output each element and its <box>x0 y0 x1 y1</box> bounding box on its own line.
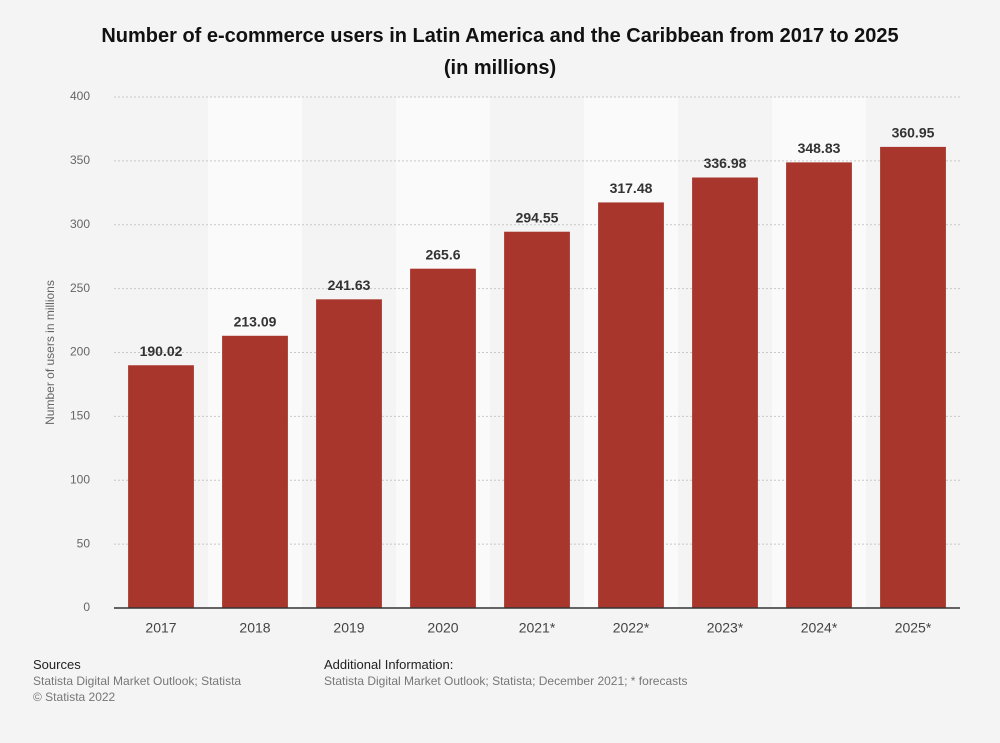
y-tick-label: 100 <box>70 472 90 486</box>
data-label: 336.98 <box>704 155 747 171</box>
data-label: 294.55 <box>516 209 559 225</box>
bar <box>598 202 664 608</box>
data-label: 348.83 <box>798 140 841 156</box>
x-tick-label: 2017 <box>145 620 176 636</box>
info-title: Additional Information: <box>324 657 454 672</box>
data-label: 360.95 <box>892 125 935 141</box>
data-label: 213.09 <box>234 313 277 329</box>
source-line: © Statista 2022 <box>33 690 116 704</box>
y-tick-label: 250 <box>70 281 90 295</box>
chart-title: Number of e-commerce users in Latin Amer… <box>101 25 899 79</box>
y-tick-label: 400 <box>70 89 90 103</box>
sources: Sources Statista Digital Market Outlook;… <box>33 657 241 705</box>
y-tick-label: 200 <box>70 345 90 359</box>
x-tick-label: 2023* <box>707 620 744 636</box>
y-tick-label: 150 <box>70 409 90 423</box>
bar <box>316 299 382 608</box>
x-tick-label: 2025* <box>895 620 932 636</box>
y-axis-label: Number of users in millions <box>43 280 57 425</box>
y-tick-label: 0 <box>83 600 90 614</box>
data-label: 241.63 <box>328 277 371 293</box>
x-tick-label: 2021* <box>519 620 556 636</box>
info-text: Statista Digital Market Outlook; Statist… <box>324 674 688 688</box>
bar <box>410 268 476 608</box>
x-tick-label: 2022* <box>613 620 650 636</box>
sources-title: Sources <box>33 657 81 672</box>
data-label: 190.02 <box>140 343 183 359</box>
x-tick-label: 2019 <box>333 620 364 636</box>
source-line: Statista Digital Market Outlook; Statist… <box>33 674 242 688</box>
y-tick-label: 300 <box>70 217 90 231</box>
y-tick-label: 50 <box>77 536 91 550</box>
x-tick-label: 2020 <box>427 620 458 636</box>
x-tick-label: 2018 <box>239 620 270 636</box>
x-tick-label: 2024* <box>801 620 838 636</box>
bar <box>504 231 570 608</box>
y-tick-label: 350 <box>70 153 90 167</box>
bar <box>880 146 946 609</box>
bar <box>222 335 288 608</box>
bar <box>128 365 194 608</box>
additional-info: Additional Information: Statista Digital… <box>324 657 688 689</box>
data-label: 317.48 <box>610 180 653 196</box>
bar <box>692 177 758 608</box>
bar <box>786 162 852 608</box>
data-label: 265.6 <box>425 246 460 262</box>
